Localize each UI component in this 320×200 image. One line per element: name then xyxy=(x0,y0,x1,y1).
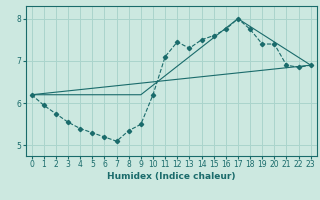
X-axis label: Humidex (Indice chaleur): Humidex (Indice chaleur) xyxy=(107,172,236,181)
